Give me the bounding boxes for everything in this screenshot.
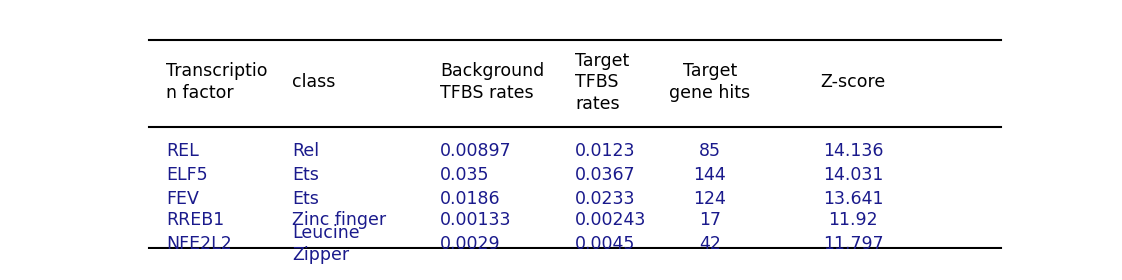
- Text: NFE2L2: NFE2L2: [166, 235, 232, 253]
- Text: 13.641: 13.641: [824, 190, 883, 207]
- Text: 0.00897: 0.00897: [440, 142, 512, 160]
- Text: Transcriptio
n factor: Transcriptio n factor: [166, 62, 268, 102]
- Text: Z-score: Z-score: [820, 73, 886, 91]
- Text: 11.797: 11.797: [822, 235, 884, 253]
- Text: Background
TFBS rates: Background TFBS rates: [440, 62, 544, 102]
- Text: Ets: Ets: [293, 166, 320, 184]
- Text: RREB1: RREB1: [166, 211, 224, 229]
- Text: 0.035: 0.035: [440, 166, 489, 184]
- Text: 144: 144: [693, 166, 726, 184]
- Text: 42: 42: [699, 235, 720, 253]
- Text: 85: 85: [699, 142, 720, 160]
- Text: 0.0045: 0.0045: [576, 235, 635, 253]
- Text: 0.0029: 0.0029: [440, 235, 500, 253]
- Text: 0.0233: 0.0233: [576, 190, 635, 207]
- Text: Leucine
Zipper: Leucine Zipper: [293, 224, 360, 263]
- Text: 0.0186: 0.0186: [440, 190, 500, 207]
- Text: 0.00243: 0.00243: [576, 211, 646, 229]
- Text: ELF5: ELF5: [166, 166, 208, 184]
- Text: 0.0367: 0.0367: [576, 166, 636, 184]
- Text: 14.136: 14.136: [824, 142, 883, 160]
- Text: Rel: Rel: [293, 142, 320, 160]
- Text: 14.031: 14.031: [824, 166, 883, 184]
- Text: 0.00133: 0.00133: [440, 211, 512, 229]
- Text: REL: REL: [166, 142, 199, 160]
- Text: FEV: FEV: [166, 190, 200, 207]
- Text: class: class: [293, 73, 335, 91]
- Text: Zinc finger: Zinc finger: [293, 211, 387, 229]
- Text: Target
gene hits: Target gene hits: [669, 62, 751, 102]
- Text: 17: 17: [699, 211, 720, 229]
- Text: Ets: Ets: [293, 190, 320, 207]
- Text: 0.0123: 0.0123: [576, 142, 635, 160]
- Text: 11.92: 11.92: [828, 211, 879, 229]
- Text: Target
TFBS
rates: Target TFBS rates: [576, 52, 629, 113]
- Text: 124: 124: [693, 190, 726, 207]
